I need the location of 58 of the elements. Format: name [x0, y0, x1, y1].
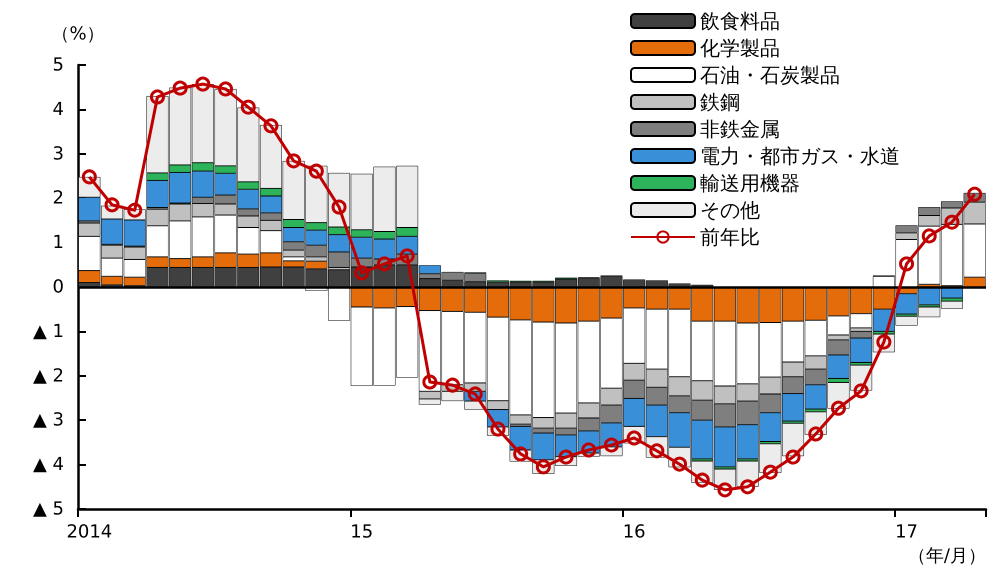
point [172, 80, 188, 96]
point [490, 422, 506, 437]
point [422, 374, 438, 390]
y-axis-title: （%） [51, 24, 105, 44]
point [286, 153, 302, 168]
point [762, 464, 778, 480]
x-tick-label: 16 [622, 522, 646, 542]
legend-label: 電力・都市ガス・水道 [700, 144, 900, 168]
legend-label: 前年比 [700, 225, 760, 249]
y-tick-label: ▲ 4 [32, 454, 64, 476]
y-tick-label: ▲ 1 [32, 320, 64, 342]
point [922, 228, 937, 244]
y-tick-label: ▲ 5 [32, 498, 64, 520]
y-tick-label: 2 [52, 188, 64, 209]
x-tick-label: 2014 [66, 522, 112, 542]
y-tick-label: ▲ 3 [32, 410, 64, 431]
point [308, 164, 324, 179]
point [240, 100, 256, 115]
y-tick-label: 5 [52, 54, 64, 76]
point [740, 479, 756, 494]
y-tick-label: 1 [52, 232, 64, 254]
x-axis-title: （年/月） [908, 546, 986, 566]
legend-label: 石油・石炭製品 [700, 63, 840, 87]
point [717, 482, 732, 498]
point [445, 378, 460, 393]
point [82, 169, 97, 184]
point [400, 248, 415, 264]
point [581, 442, 596, 458]
point [558, 450, 574, 465]
y-tick-label: 0 [52, 276, 64, 298]
point [808, 426, 824, 442]
legend-label: 化学製品 [700, 36, 780, 60]
legend-label: 非鉄金属 [700, 117, 780, 141]
point [263, 118, 278, 134]
legend-label: 輸送用機器 [700, 171, 800, 195]
point [104, 197, 120, 212]
x-tick-label: 15 [350, 522, 374, 542]
point [830, 400, 846, 416]
y-tick-label: 4 [52, 98, 64, 120]
point [513, 446, 528, 462]
point [536, 459, 551, 474]
legend-label: 鉄鋼 [700, 90, 740, 114]
point [376, 256, 392, 272]
point [854, 383, 869, 398]
point [218, 81, 234, 96]
point [195, 76, 210, 92]
point [127, 202, 142, 218]
legend-label: 飲食料品 [700, 9, 780, 33]
point [604, 438, 619, 453]
legend-label: その他 [700, 198, 760, 222]
x-tick-label: 17 [895, 522, 918, 542]
point [694, 472, 710, 488]
y-tick-label: 3 [52, 143, 64, 164]
point [150, 89, 165, 104]
point [468, 386, 483, 402]
point [967, 186, 982, 202]
point [786, 450, 801, 465]
y-tick-label: ▲ 2 [32, 365, 64, 386]
